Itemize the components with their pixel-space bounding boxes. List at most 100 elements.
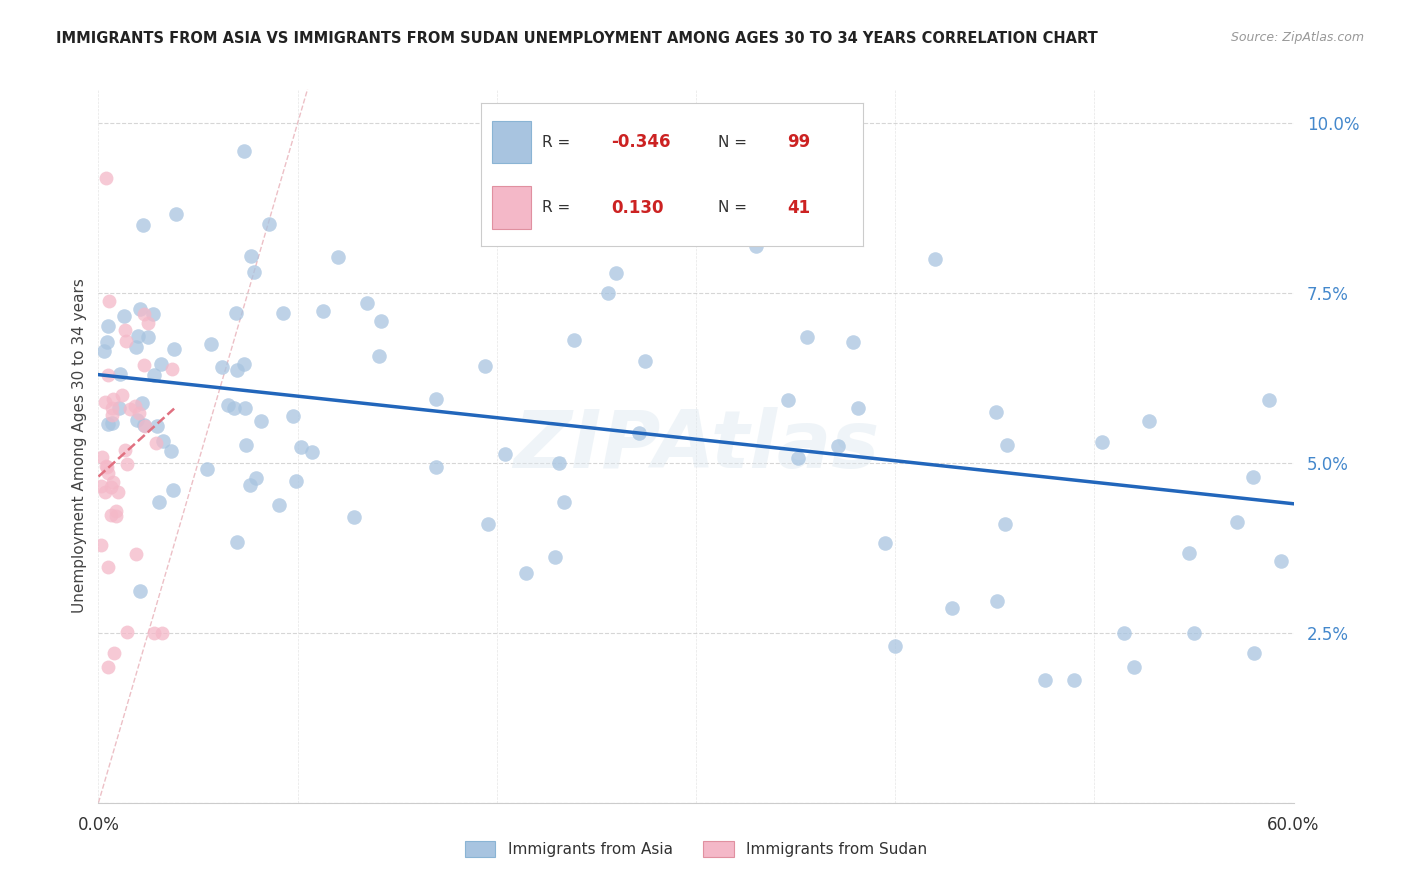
Point [134,358,156,372]
Point [224,401,246,415]
Point [101,475,124,490]
Legend: Immigrants from Asia, Immigrants from Sudan: Immigrants from Asia, Immigrants from Su… [458,835,934,863]
Point [128,406,150,420]
Point [90,479,112,493]
Point [596,286,619,301]
Point [1243,646,1265,660]
Point [515,566,537,581]
Point [994,517,1017,532]
Point [97,560,120,574]
Point [1033,673,1056,688]
Point [239,478,262,492]
Point [1270,554,1292,568]
Point [1257,393,1279,408]
Point [96,459,118,474]
Point [995,438,1018,452]
Point [96,335,118,350]
Point [93,484,115,499]
Point [125,547,148,561]
Point [160,444,183,458]
Point [101,416,124,430]
Point [548,456,571,470]
Point [285,474,308,488]
Point [243,264,266,278]
Point [129,583,152,598]
Point [97,318,120,333]
Point [125,413,148,427]
Point [97,660,120,674]
Point [112,309,135,323]
Point [250,414,273,428]
Point [745,238,768,252]
Point [90,537,112,551]
Point [1091,434,1114,449]
Point [627,425,650,440]
Point [841,335,863,350]
Point [120,401,142,416]
Point [103,646,125,660]
Point [1139,414,1161,428]
Point [132,418,155,433]
Point [235,401,257,416]
Point [108,367,131,381]
Point [131,395,153,409]
Point [368,349,391,363]
Point [101,401,124,415]
Point [105,503,128,517]
Point [269,498,291,512]
Text: IMMIGRANTS FROM ASIA VS IMMIGRANTS FROM SUDAN UNEMPLOYMENT AMONG AGES 30 TO 34 Y: IMMIGRANTS FROM ASIA VS IMMIGRANTS FROM … [56,31,1098,46]
Point [425,392,447,407]
Point [124,341,146,355]
Point [115,625,138,640]
Point [124,400,146,414]
Point [544,550,567,565]
Point [873,536,896,550]
Point [1178,546,1201,560]
Point [100,508,122,522]
Point [107,484,129,499]
Point [101,392,124,406]
Point [148,495,170,509]
Point [924,252,946,266]
Point [134,418,156,433]
Point [605,266,627,280]
Point [132,218,155,232]
Point [827,439,849,453]
Point [225,306,247,320]
Point [233,144,256,158]
Point [240,249,263,263]
Point [127,329,149,343]
Point [142,368,165,383]
Point [232,357,254,371]
Point [326,250,349,264]
Point [152,434,174,448]
Point [96,170,118,185]
Point [145,435,167,450]
Point [562,333,585,347]
Point [776,392,799,407]
Point [494,446,516,460]
Point [941,601,963,615]
Point [343,509,366,524]
Point [160,362,183,376]
Point [150,626,173,640]
Point [846,401,869,415]
Point [93,343,115,358]
Point [97,417,120,432]
Point [162,483,184,498]
Point [90,450,112,464]
Point [114,323,136,337]
Point [290,440,312,454]
Point [111,388,134,402]
Point [136,316,159,330]
Point [984,405,1007,419]
Point [96,458,118,473]
Point [796,330,818,344]
Point [97,466,120,480]
Point [271,306,294,320]
Point [163,342,186,356]
Point [101,409,124,423]
Point [235,438,257,452]
Point [477,516,499,531]
Point [226,535,249,549]
